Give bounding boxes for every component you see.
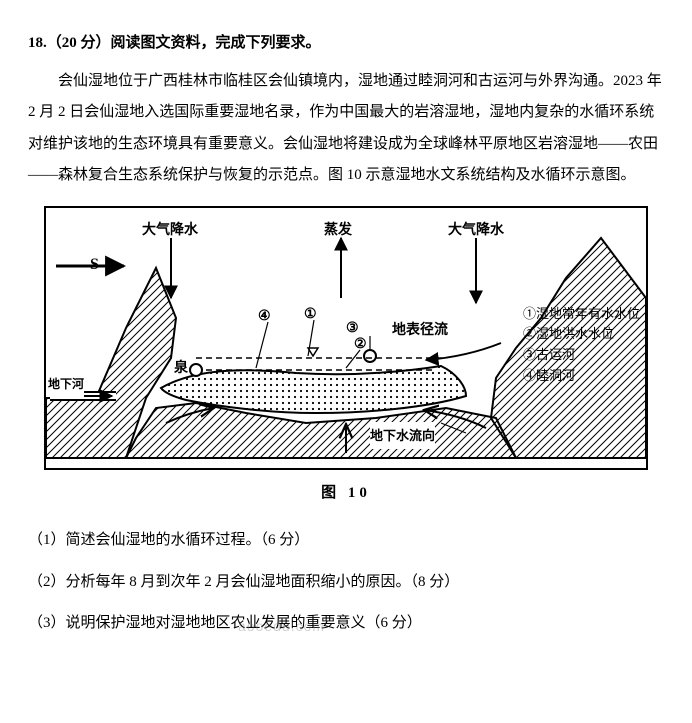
label-s: S [90, 248, 99, 282]
label-underground-river: 地下河 [48, 372, 84, 397]
label-precip-right: 大气降水 [448, 216, 504, 245]
label-spring: 泉 [174, 354, 188, 383]
figure-caption: 图 10 [28, 478, 664, 510]
label-evap: 蒸发 [324, 216, 352, 245]
figure-legend: ①湿地常年有水水位 ②湿地洪水水位 ③古运河 ④睦洞河 [523, 304, 640, 387]
passage-text: 会仙湿地位于广西桂林市临桂区会仙镇境内，湿地通过睦洞河和古运河与外界沟通。202… [28, 66, 664, 192]
label-precip-left: 大气降水 [142, 216, 198, 245]
label-n1: ① [304, 300, 317, 329]
legend-item-3: ③古运河 [523, 345, 640, 366]
question-3: （3）说明保护湿地对湿地地区农业发展的重要意义（6 分） [28, 608, 664, 640]
label-ug-flow: 地下水流向 [370, 422, 435, 449]
question-2: （2）分析每年 8 月到次年 2 月会仙湿地面积缩小的原因。（8 分） [28, 567, 664, 599]
watermark: aooedu.com [238, 612, 325, 641]
label-n3: ③ [346, 314, 359, 343]
label-runoff: 地表径流 [392, 316, 448, 345]
question-header: 18.（20 分）阅读图文资料，完成下列要求。 [28, 28, 664, 60]
figure-box: 大气降水 蒸发 大气降水 S 泉 地下河 地表径流 地下水流向 ① ② ③ ④ … [44, 206, 648, 470]
legend-item-1: ①湿地常年有水水位 [523, 304, 640, 325]
legend-item-2: ②湿地洪水水位 [523, 324, 640, 345]
label-n4: ④ [258, 302, 271, 331]
question-1: （1）简述会仙湿地的水循环过程。（6 分） [28, 525, 664, 557]
legend-item-4: ④睦洞河 [523, 366, 640, 387]
